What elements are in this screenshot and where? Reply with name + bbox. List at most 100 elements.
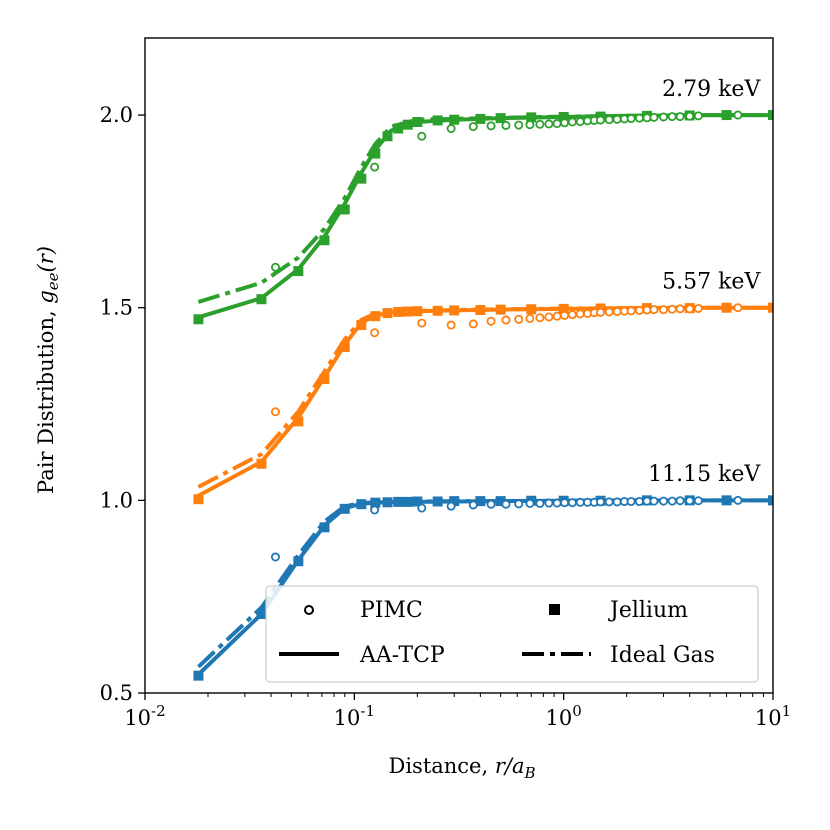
pimc-point <box>525 498 535 508</box>
jellium-point <box>721 302 732 313</box>
x-tick-label: 100 <box>546 702 582 730</box>
pimc-point <box>675 304 685 314</box>
pimc-point <box>626 497 636 507</box>
jellium-point <box>393 306 404 317</box>
pimc-point <box>685 111 695 121</box>
x-tick-label: 10-2 <box>124 702 165 730</box>
jellium-point <box>475 113 486 124</box>
pimc-point <box>535 313 545 323</box>
jellium-point <box>370 311 381 322</box>
pimc-point <box>693 496 703 506</box>
pimc-point <box>501 120 511 130</box>
jellium-point <box>412 496 423 507</box>
pimc-point <box>575 117 585 127</box>
legend-pimc-marker <box>304 605 314 615</box>
jellium-point <box>432 305 443 316</box>
jellium-point <box>356 173 367 184</box>
y-tick-label: 1.5 <box>100 296 133 320</box>
series-label: 11.15 keV <box>648 462 761 487</box>
jellium-point <box>432 496 443 507</box>
pimc-point <box>649 496 659 506</box>
jellium-point <box>382 131 393 142</box>
pimc-point <box>626 114 636 124</box>
pimc-point <box>733 303 743 313</box>
jellium-point <box>412 116 423 127</box>
pimc-point <box>552 311 562 321</box>
pimc-point <box>514 499 524 509</box>
pimc-point <box>446 320 456 330</box>
x-tick-label: 101 <box>755 702 791 730</box>
pimc-point <box>612 307 622 317</box>
pimc-point <box>659 112 669 122</box>
legend-aatcp-label: AA-TCP <box>359 643 445 668</box>
series-labels: 11.15 keV 5.57 keV 2.79 keV <box>648 77 761 487</box>
pimc-point <box>560 498 570 508</box>
jellium-point <box>339 204 350 215</box>
jellium-point <box>768 110 773 121</box>
jellium-point <box>393 496 404 507</box>
jellium-point <box>526 112 537 123</box>
pimc-point <box>525 120 535 130</box>
pimc-point <box>667 496 677 506</box>
pimc-point <box>649 112 659 122</box>
pimc-point <box>270 552 280 562</box>
pimc-point <box>544 498 554 508</box>
pimc-point <box>567 117 577 127</box>
jellium-point <box>402 306 413 317</box>
pimc-point <box>612 114 622 124</box>
jellium-point <box>193 494 204 505</box>
jellium-point <box>721 110 732 121</box>
jellium-point <box>768 302 773 313</box>
pimc-point <box>634 113 644 123</box>
pimc-point <box>675 496 685 506</box>
legend: PIMC Jellium AA-TCP Ideal Gas <box>265 585 759 683</box>
jellium-point <box>293 416 304 427</box>
pimc-point <box>667 304 677 314</box>
jellium-point <box>382 497 393 508</box>
jellium-point <box>370 148 381 159</box>
jellium-point <box>319 235 330 246</box>
jellium-point <box>721 495 732 506</box>
pimc-point <box>596 307 606 317</box>
jellium-point <box>193 314 204 325</box>
legend-pimc-label: PIMC <box>360 598 423 623</box>
jellium-point <box>402 496 413 507</box>
y-tick-label: 1.0 <box>100 488 133 512</box>
pimc-point <box>514 120 524 130</box>
jellium-point <box>475 305 486 316</box>
series-label: 2.79 keV <box>662 77 761 102</box>
series-2 <box>193 110 773 325</box>
y-tick-label: 2.0 <box>100 103 133 127</box>
jellium-point <box>319 373 330 384</box>
pimc-point <box>535 119 545 129</box>
pimc-point <box>649 305 659 315</box>
pimc-point <box>370 505 380 515</box>
pimc-point <box>634 305 644 315</box>
pimc-point <box>675 112 685 122</box>
pimc-point <box>501 499 511 509</box>
jellium-point <box>768 495 773 506</box>
pimc-point <box>733 495 743 505</box>
pimc-point <box>468 500 478 510</box>
series-0 <box>193 495 773 681</box>
jellium-point <box>558 111 569 122</box>
jellium-point <box>449 305 460 316</box>
pimc-point <box>544 119 554 129</box>
pimc-point <box>417 131 427 141</box>
pimc-point <box>567 310 577 320</box>
pimc-point <box>552 498 562 508</box>
x-axis-label: Distance, r/aB <box>388 754 535 782</box>
pimc-point <box>604 307 614 317</box>
pimc-point <box>370 162 380 172</box>
jellium-point <box>495 113 506 124</box>
pimc-point <box>604 497 614 507</box>
jellium-point <box>402 119 413 130</box>
pimc-point <box>486 499 496 509</box>
pimc-point <box>667 112 677 122</box>
pimc-point <box>612 497 622 507</box>
pimc-point <box>693 303 703 313</box>
pimc-point <box>693 111 703 121</box>
pimc-point <box>575 497 585 507</box>
jellium-point <box>356 499 367 510</box>
